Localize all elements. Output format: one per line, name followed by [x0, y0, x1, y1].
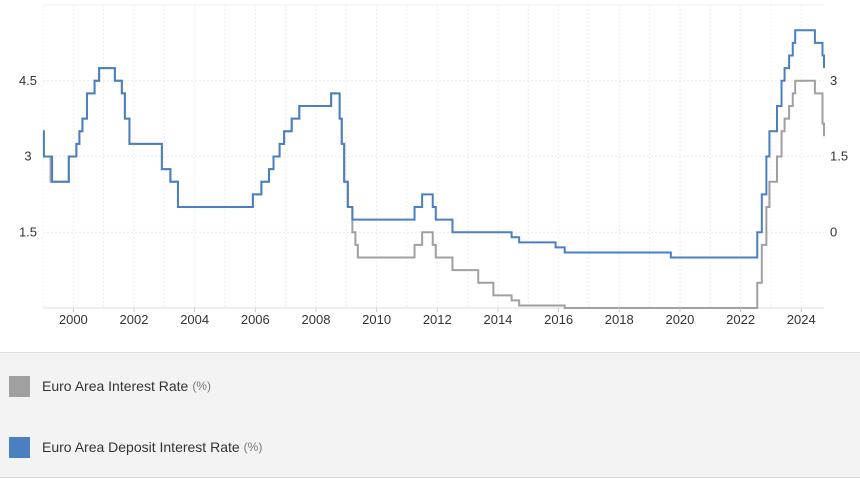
axis-labels: 2000 2002 2004 2006 2008 2010 2012 2014 2016 2018…	[19, 73, 848, 327]
x-tick-label: 2024	[787, 312, 816, 327]
right-y-tick-label: 1.5	[830, 149, 848, 164]
x-tick-label: 2004	[180, 312, 209, 327]
legend-unit-interest-rate: (%)	[192, 379, 211, 393]
grid-lines	[42, 4, 824, 309]
right-y-tick-label: 3	[830, 73, 837, 88]
x-tick-label: 2002	[120, 312, 149, 327]
x-tick-label: 2010	[362, 312, 391, 327]
legend-label-deposit-rate: Euro Area Deposit Interest Rate	[42, 439, 240, 455]
left-y-tick-label: 4.5	[19, 73, 37, 88]
series-line-interest-rate	[43, 67, 825, 309]
left-y-tick-label: 1.5	[19, 224, 37, 239]
legend-swatch-interest-rate	[9, 375, 30, 397]
left-y-tick-label: 3	[24, 149, 31, 164]
chart-area: 2000 2002 2004 2006 2008 2010 2012 2014 2016 2018…	[18, 4, 849, 327]
legend-unit-deposit-rate: (%)	[243, 440, 263, 454]
x-tick-label: 2012	[423, 312, 452, 327]
x-tick-label: 2000	[59, 312, 88, 327]
line-chart: 2000 2002 2004 2006 2008 2010 2012 2014 2016 2018…	[19, 4, 848, 327]
legend-item-interest-rate[interactable]: Euro Area Interest Rate (%)	[9, 375, 211, 397]
x-tick-label: 2020	[665, 312, 694, 327]
legend-swatch-deposit-rate	[9, 436, 30, 458]
x-tick-label: 2008	[302, 312, 331, 327]
legend-label-interest-rate: Euro Area Interest Rate	[42, 378, 189, 394]
x-tick-label: 2006	[241, 312, 270, 327]
legend-item-deposit-rate[interactable]: Euro Area Deposit Interest Rate (%)	[9, 436, 263, 458]
x-tick-label: 2018	[605, 312, 634, 327]
series-lines	[42, 29, 825, 309]
x-tick-label: 2014	[483, 312, 512, 327]
x-tick-label: 2016	[544, 312, 573, 327]
legend: Euro Area Interest Rate (%) Euro Area De…	[0, 352, 860, 478]
series-line-deposit-rate	[42, 29, 825, 259]
right-y-tick-label: 0	[830, 224, 837, 239]
x-tick-label: 2022	[726, 312, 755, 327]
